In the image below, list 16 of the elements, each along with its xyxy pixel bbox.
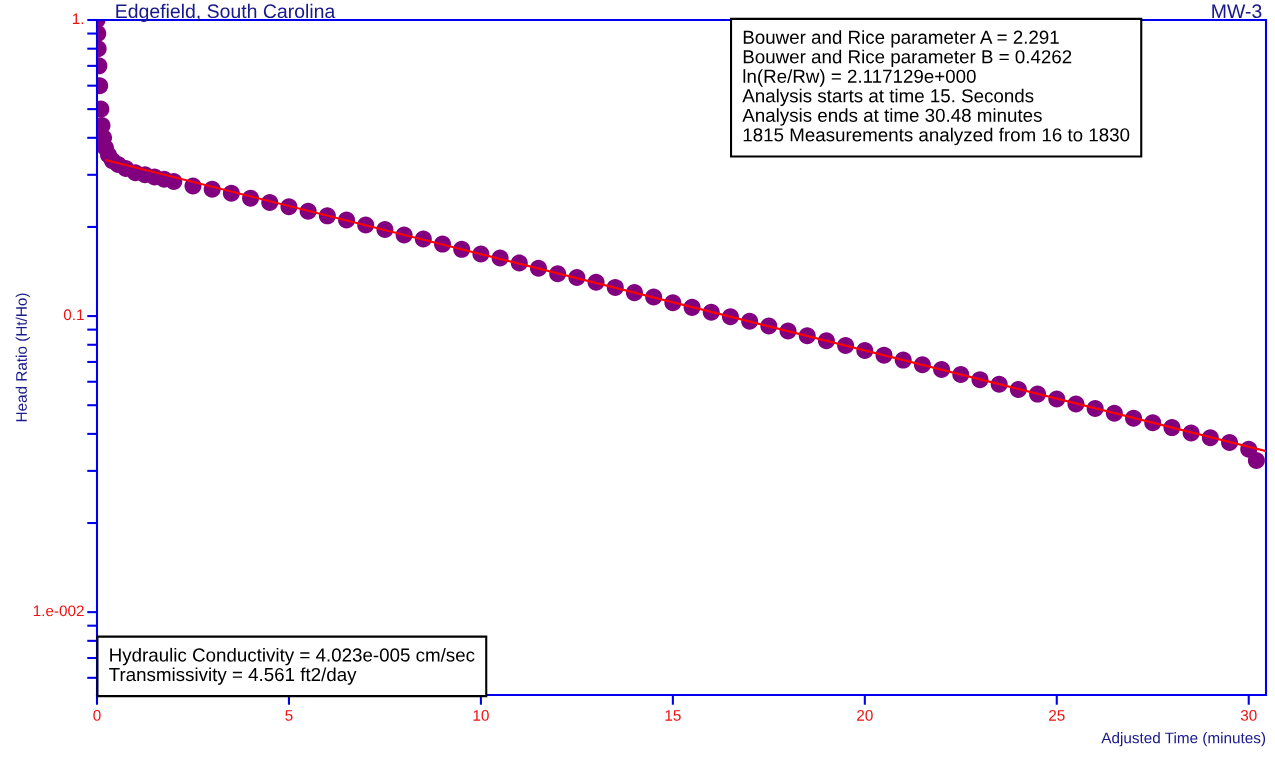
y-tick-label: 1.	[72, 13, 84, 24]
annotation: Hydraulic Conductivity = 4.023e-005 cm/sec Transmissivity = 4.561 ft2/day	[109, 647, 475, 685]
x-tick-label: 10	[473, 709, 489, 721]
x-axis-title: Adjusted Time (minutes)	[1101, 732, 1266, 747]
chart-title: Edgefield, South Carolina	[116, 3, 336, 22]
y-tick-label: 0.1	[63, 309, 84, 321]
x-tick-label: 15	[665, 710, 681, 721]
x-tick-label: 20	[857, 709, 873, 721]
annotation: Bouwer and Rice parameter A = 2.291 Bouwer and Rice parameter B = 0.4262 ln(Re/Rw) = 2.117129e+000 Analysis starts at time 15. Seconds Analysis ends at time 30.48 minutes 1815 Measurements analyzed from 16 to 1830	[742, 30, 1130, 146]
x-tick-label: 0	[93, 709, 101, 721]
chart-subtitle: MW-3	[1212, 4, 1262, 19]
x-tick-label: 5	[285, 710, 293, 721]
y-tick-label: 1.e-002	[33, 605, 84, 617]
x-tick-label: 30	[1240, 709, 1257, 721]
x-tick-label: 25	[1049, 709, 1065, 721]
y-axis-title: Head Ratio (Ht/Ho)	[15, 293, 30, 422]
